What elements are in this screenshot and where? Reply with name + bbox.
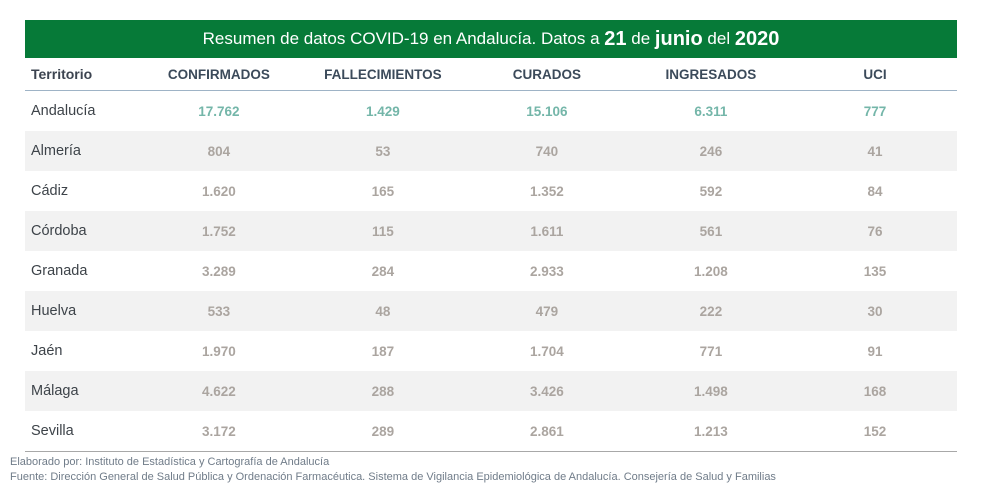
value-curados: 1.352 bbox=[530, 183, 564, 199]
table-header-row: Territorio CONFIRMADOS FALLECIMIENTOS CU… bbox=[25, 58, 957, 91]
value-confirmados: 17.762 bbox=[198, 103, 240, 119]
value-curados: 479 bbox=[535, 303, 559, 319]
title-year: 2020 bbox=[734, 27, 780, 50]
value-confirmados: 1.970 bbox=[201, 343, 236, 359]
value-uci: 91 bbox=[867, 343, 883, 359]
value-confirmados: 4.622 bbox=[201, 383, 236, 399]
value-ingresados: 222 bbox=[699, 303, 723, 319]
source-notes: Elaborado por: Instituto de Estadística … bbox=[10, 455, 776, 485]
value-confirmados: 3.289 bbox=[201, 263, 236, 279]
territory-label: Cádiz bbox=[31, 183, 69, 199]
value-fallecimientos: 187 bbox=[371, 343, 395, 359]
title-bar: Resumen de datos COVID-19 en Andalucía. … bbox=[25, 20, 957, 58]
territory-label: Málaga bbox=[31, 383, 79, 399]
table-row-jaen: Jaén 1.970 187 1.704 771 91 bbox=[25, 331, 957, 371]
value-fallecimientos: 288 bbox=[371, 383, 395, 399]
value-fallecimientos: 1.429 bbox=[365, 103, 400, 119]
title-sep-del: del bbox=[707, 29, 731, 48]
value-ingresados: 771 bbox=[699, 343, 723, 359]
territory-label: Huelva bbox=[31, 303, 77, 319]
table-row-huelva: Huelva 533 48 479 222 30 bbox=[25, 291, 957, 331]
value-confirmados: 804 bbox=[207, 143, 231, 159]
table-row-sevilla: Sevilla 3.172 289 2.861 1.213 152 bbox=[25, 411, 957, 452]
value-uci: 41 bbox=[867, 143, 883, 159]
value-ingresados: 1.208 bbox=[694, 263, 728, 279]
value-confirmados: 533 bbox=[207, 303, 231, 319]
table-row-almeria: Almería 804 53 740 246 41 bbox=[25, 131, 957, 171]
value-curados: 1.704 bbox=[530, 343, 564, 359]
territory-label: Córdoba bbox=[31, 223, 87, 239]
value-ingresados: 6.311 bbox=[694, 103, 728, 119]
value-fallecimientos: 48 bbox=[375, 303, 391, 319]
value-fallecimientos: 53 bbox=[375, 143, 391, 159]
value-uci: 777 bbox=[863, 103, 887, 119]
value-uci: 168 bbox=[863, 383, 887, 399]
value-curados: 1.611 bbox=[530, 223, 564, 239]
column-header-uci: UCI bbox=[792, 58, 957, 91]
value-ingresados: 1.498 bbox=[694, 383, 728, 399]
fuente-note: Fuente: Dirección General de Salud Públi… bbox=[10, 471, 776, 483]
elaborado-por-note: Elaborado por: Instituto de Estadística … bbox=[10, 456, 330, 468]
value-uci: 84 bbox=[867, 183, 883, 199]
column-header-territorio: Territorio bbox=[25, 58, 137, 91]
value-curados: 3.426 bbox=[530, 383, 564, 399]
value-uci: 135 bbox=[863, 263, 887, 279]
value-fallecimientos: 115 bbox=[371, 223, 394, 239]
title-sep-de: de bbox=[631, 29, 651, 48]
value-uci: 30 bbox=[867, 303, 883, 319]
table-row-granada: Granada 3.289 284 2.933 1.208 135 bbox=[25, 251, 957, 291]
value-curados: 2.861 bbox=[464, 411, 629, 452]
table-row-cadiz: Cádiz 1.620 165 1.352 592 84 bbox=[25, 171, 957, 211]
value-uci: 152 bbox=[792, 411, 957, 452]
value-confirmados: 3.172 bbox=[136, 411, 301, 452]
value-ingresados: 592 bbox=[699, 183, 723, 199]
value-ingresados: 246 bbox=[699, 143, 723, 159]
territory-label: Almería bbox=[31, 143, 81, 159]
value-ingresados: 561 bbox=[699, 223, 723, 239]
title-text: Resumen de datos COVID-19 en Andalucía. … bbox=[202, 29, 600, 48]
territory-label: Jaén bbox=[31, 343, 63, 359]
value-curados: 15.106 bbox=[526, 103, 568, 119]
value-fallecimientos: 284 bbox=[371, 263, 395, 279]
table-row-cordoba: Córdoba 1.752 115 1.611 561 76 bbox=[25, 211, 957, 251]
value-confirmados: 1.620 bbox=[201, 183, 236, 199]
covid-data-table: Territorio CONFIRMADOS FALLECIMIENTOS CU… bbox=[25, 58, 957, 452]
value-ingresados: 1.213 bbox=[628, 411, 793, 452]
column-header-confirmados: CONFIRMADOS bbox=[136, 58, 301, 91]
value-fallecimientos: 289 bbox=[300, 411, 465, 452]
value-curados: 2.933 bbox=[530, 263, 564, 279]
column-header-ingresados: INGRESADOS bbox=[628, 58, 793, 91]
column-header-fallecimientos: FALLECIMIENTOS bbox=[300, 58, 465, 91]
value-curados: 740 bbox=[535, 143, 559, 159]
territory-label: Granada bbox=[31, 263, 88, 279]
table-row-malaga: Málaga 4.622 288 3.426 1.498 168 bbox=[25, 371, 957, 411]
title-day: 21 bbox=[604, 27, 627, 50]
title-month: junio bbox=[654, 27, 703, 50]
territory-label: Andalucía bbox=[31, 103, 96, 119]
territory-label: Sevilla bbox=[25, 411, 137, 452]
value-confirmados: 1.752 bbox=[201, 223, 236, 239]
table-row-andalucia: Andalucía 17.762 1.429 15.106 6.311 777 bbox=[25, 91, 957, 132]
value-uci: 76 bbox=[867, 223, 883, 239]
value-fallecimientos: 165 bbox=[371, 183, 395, 199]
column-header-curados: CURADOS bbox=[464, 58, 629, 91]
